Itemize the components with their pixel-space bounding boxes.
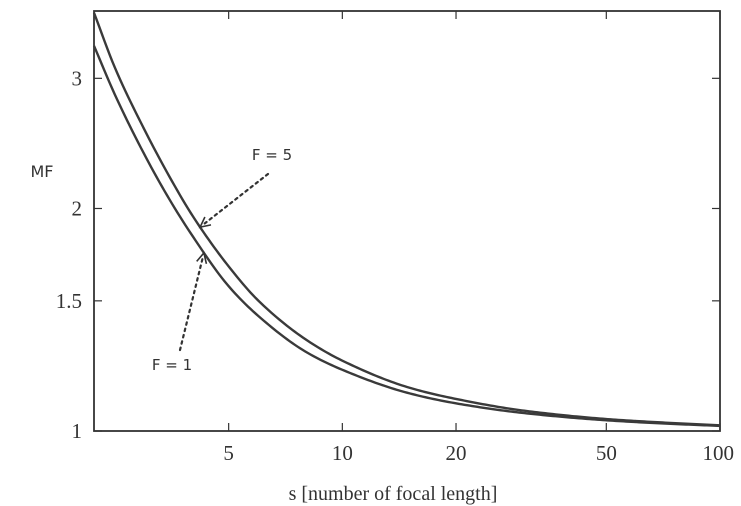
- x-axis-ticks: 5 10 20 50 100: [223, 11, 734, 465]
- y-tick-label: 2: [72, 196, 83, 220]
- annotation-arrow: [178, 257, 204, 352]
- y-tick-label: 1: [72, 419, 83, 443]
- x-tick-label: 20: [446, 441, 467, 465]
- y-tick-label: 1.5: [56, 289, 82, 313]
- x-tick-label: 5: [223, 441, 234, 465]
- x-tick-label: 10: [332, 441, 353, 465]
- annotation-arrowhead: [196, 251, 208, 264]
- x-axis-label: s [number of focal length]: [289, 483, 498, 505]
- y-tick-label: 3: [72, 66, 83, 90]
- series-line-1: [92, 12, 721, 427]
- annotation-arrowhead: [198, 216, 212, 229]
- y-axis-ticks: 1 1.5 2 3: [56, 66, 720, 443]
- annotation-label: F = 5: [252, 146, 292, 164]
- annotation-label: F = 1: [152, 356, 192, 374]
- series-group: [92, 12, 721, 428]
- plot-frame: [93, 10, 721, 432]
- y-axis-label: MF: [30, 162, 53, 181]
- x-tick-label: 50: [596, 441, 617, 465]
- annotation-arrow: [203, 172, 270, 225]
- x-tick-label: 100: [703, 441, 735, 465]
- annotations: F = 5 F = 1: [152, 146, 292, 374]
